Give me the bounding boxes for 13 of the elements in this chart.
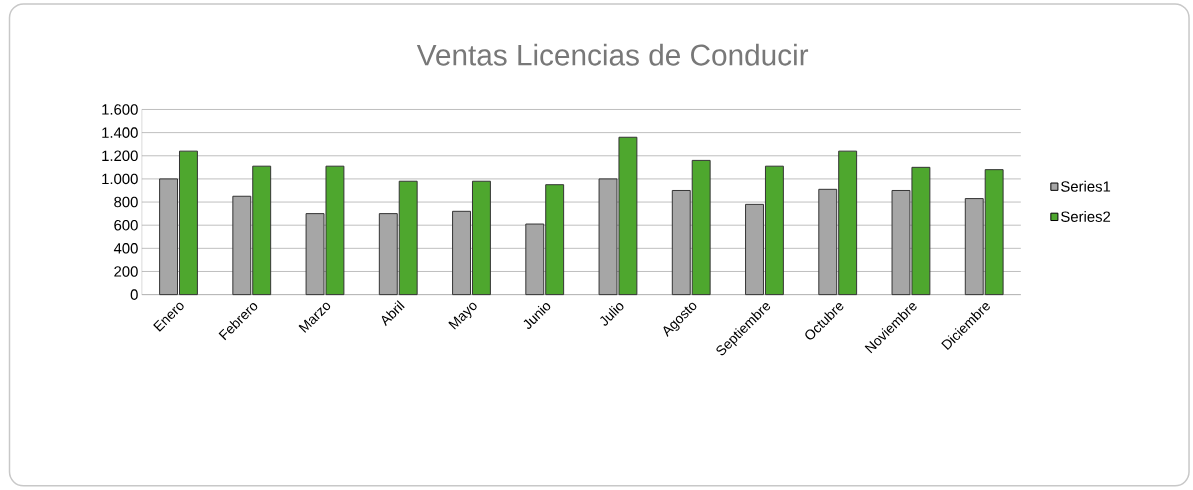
chart-title: Ventas Licencias de Conducir xyxy=(416,43,809,66)
y-tick-label: 1.200 xyxy=(102,150,138,162)
y-tick-label: 1.600 xyxy=(102,104,138,115)
legend-label: Series2 xyxy=(1061,211,1111,223)
y-tick-label: 1.000 xyxy=(102,173,138,185)
y-tick-label: 800 xyxy=(114,196,138,208)
y-tick-label: 0 xyxy=(130,289,138,301)
y-tick-label: 1.400 xyxy=(102,127,138,139)
y-tick-label: 400 xyxy=(113,243,138,254)
legend-label: Series1 xyxy=(1061,180,1111,192)
y-tick-label: 600 xyxy=(114,220,138,231)
y-tick-label: 200 xyxy=(114,266,138,277)
x-tick-label: Julio xyxy=(600,303,624,326)
